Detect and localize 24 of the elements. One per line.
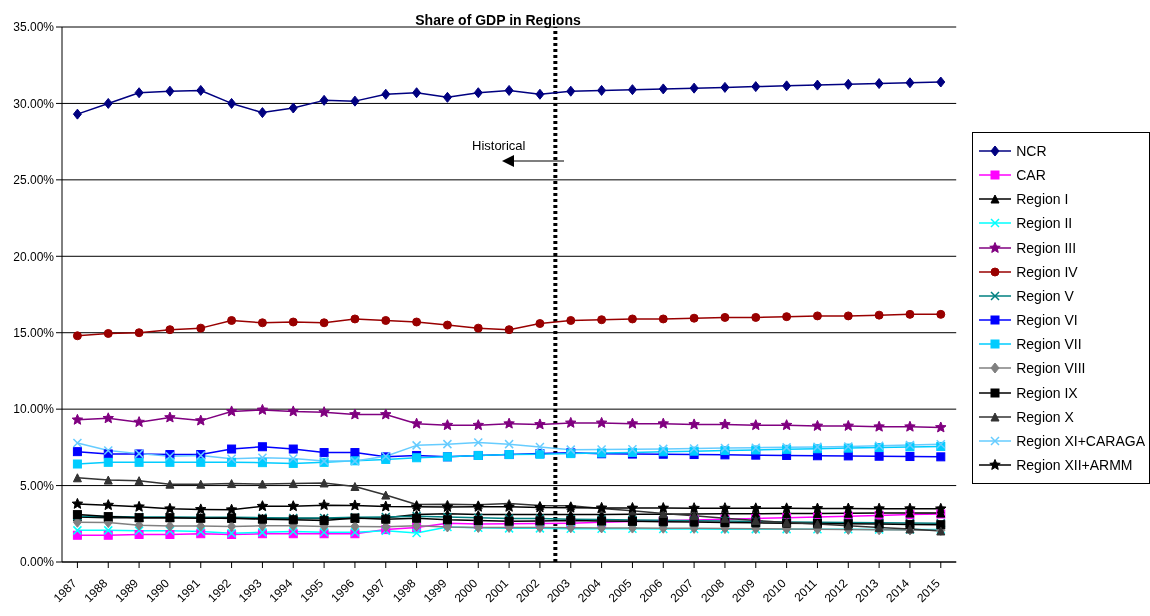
legend-label: Region IV (1016, 263, 1078, 280)
legend-label: Region III (1016, 239, 1077, 256)
y-tick-label: 25.00% (13, 173, 55, 188)
y-tick-label: 0.00% (19, 555, 55, 570)
y-tick-label: 10.00% (13, 402, 55, 417)
legend-label: Region II (1016, 215, 1073, 232)
legend-label: Region X (1016, 408, 1074, 425)
y-tick-label: 20.00% (13, 249, 55, 264)
legend-label: Region VIII (1016, 360, 1086, 377)
legend-label: Region XI+CARAGA (1016, 433, 1145, 450)
legend-label: Region VII (1016, 336, 1082, 353)
y-tick-label: 30.00% (13, 96, 55, 111)
y-tick-label: 5.00% (19, 478, 55, 493)
legend-label: Region VI (1016, 312, 1078, 329)
chart-title: Share of GDP in Regions (415, 12, 581, 28)
y-tick-label: 35.00% (13, 20, 55, 35)
legend-label: Region V (1016, 287, 1074, 304)
legend-label: Region XII+ARMM (1016, 457, 1133, 474)
legend-label: NCR (1016, 142, 1047, 159)
legend-label: Region I (1016, 191, 1069, 208)
y-tick-label: 15.00% (13, 325, 55, 340)
annotation: Historical (472, 138, 526, 153)
legend-label: CAR (1016, 166, 1046, 183)
legend-label: Region IX (1016, 384, 1078, 401)
